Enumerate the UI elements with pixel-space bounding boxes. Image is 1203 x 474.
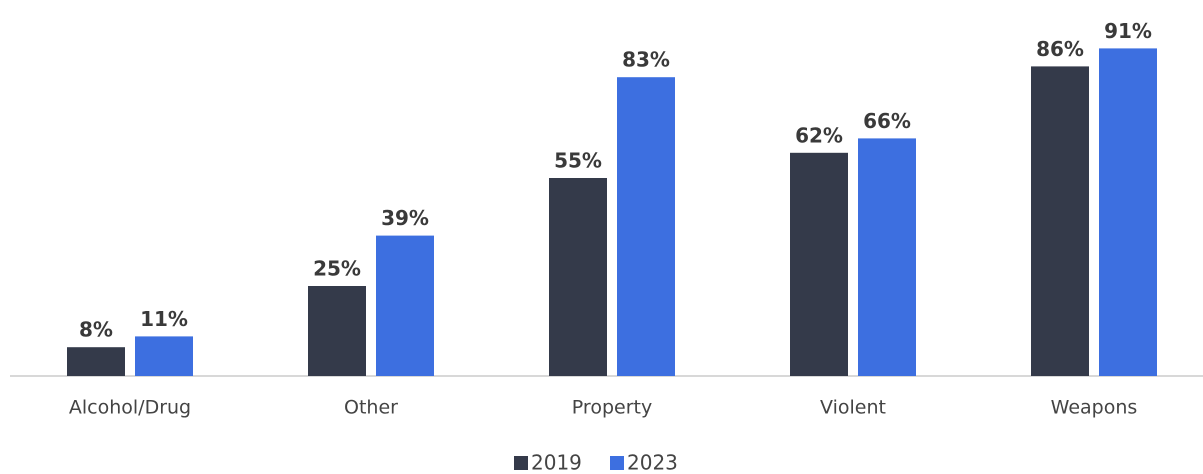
x-tick-label: Violent [820, 397, 886, 419]
legend-label: 2019 [531, 451, 582, 474]
data-label: 91% [1104, 19, 1152, 43]
data-label: 55% [554, 149, 602, 173]
data-label: 39% [381, 206, 429, 230]
x-tick-label: Other [344, 397, 398, 419]
data-label: 83% [622, 48, 670, 72]
legend-swatch [610, 456, 624, 470]
data-label: 66% [863, 109, 911, 133]
bar [617, 77, 675, 376]
x-tick-label: Weapons [1051, 397, 1138, 419]
bar [549, 178, 607, 376]
data-label: 62% [795, 123, 843, 147]
bar [790, 152, 848, 376]
bar [376, 235, 434, 376]
data-label: 25% [313, 257, 361, 281]
x-tick-label: Alcohol/Drug [69, 397, 191, 419]
data-label: 11% [140, 307, 188, 331]
data-label: 8% [79, 318, 113, 342]
bar [858, 138, 916, 376]
bar [135, 336, 193, 376]
bar [1099, 48, 1157, 377]
legend-swatch [514, 456, 528, 470]
bar [67, 347, 125, 376]
bar [1031, 66, 1089, 377]
x-tick-label: Property [572, 397, 652, 419]
bar [308, 286, 366, 376]
data-label: 86% [1036, 37, 1084, 61]
legend-label: 2023 [627, 451, 678, 474]
